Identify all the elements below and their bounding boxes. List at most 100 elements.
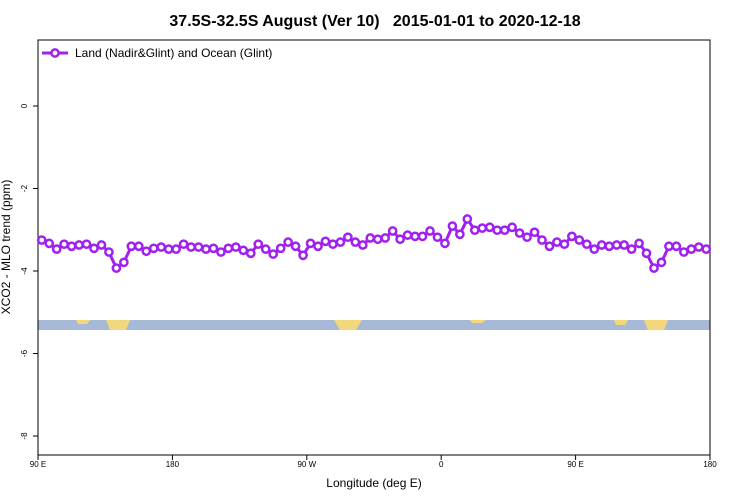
point: [626, 244, 637, 255]
point: [432, 232, 443, 243]
point: [395, 234, 405, 245]
point: [365, 233, 376, 243]
point: [66, 241, 77, 252]
point: [148, 243, 159, 254]
point: [611, 240, 622, 250]
point: [133, 241, 144, 252]
x-tick-label: 0: [439, 460, 444, 469]
point: [425, 226, 435, 236]
point: [141, 246, 152, 257]
point: [350, 237, 361, 247]
point: [298, 250, 308, 261]
y-tick-label: -4: [20, 267, 29, 275]
x-axis-label: Longitude (deg E): [326, 476, 421, 490]
legend-label: Land (Nadir&Glint) and Ocean (Glint): [75, 46, 272, 60]
point: [328, 239, 338, 250]
x-tick-label: 180: [166, 460, 180, 469]
point: [529, 227, 540, 238]
point: [619, 240, 629, 250]
land-ocean-strip: [38, 320, 710, 330]
point: [410, 231, 420, 242]
point: [163, 244, 174, 255]
point: [596, 240, 607, 250]
x-tick-label: 90 E: [567, 460, 583, 469]
point: [186, 242, 196, 252]
point: [462, 214, 473, 224]
point: [440, 238, 450, 249]
point: [305, 238, 316, 249]
point: [671, 241, 682, 252]
point: [447, 221, 458, 231]
point: [477, 223, 488, 233]
point: [268, 249, 279, 259]
point: [81, 239, 92, 250]
point: [96, 240, 107, 250]
point: [74, 240, 84, 250]
y-tick-label: -6: [20, 349, 29, 357]
point: [223, 243, 234, 254]
point: [402, 230, 413, 240]
point: [574, 235, 585, 245]
chart-title: 37.5S-32.5S August (Ver 10) 2015-01-01 t…: [169, 13, 580, 30]
point: [44, 238, 55, 249]
x-tick-label: 90 E: [30, 460, 46, 469]
point: [119, 257, 129, 268]
point: [238, 245, 249, 256]
point: [649, 263, 659, 273]
point: [559, 239, 570, 250]
point: [253, 239, 264, 250]
point: [604, 241, 615, 252]
point: [387, 226, 398, 236]
y-tick-label: -2: [20, 184, 29, 192]
point: [126, 241, 137, 252]
point: [193, 242, 204, 252]
point: [589, 244, 600, 255]
point: [231, 242, 241, 252]
point: [417, 231, 428, 242]
point: [492, 225, 503, 236]
point: [656, 257, 667, 268]
point: [89, 243, 99, 254]
point: [245, 248, 256, 259]
point: [634, 238, 644, 249]
y-tick-label: 0: [20, 103, 29, 108]
x-tick-label: 90 W: [297, 460, 316, 469]
point: [552, 237, 562, 247]
point: [544, 241, 555, 252]
point: [36, 235, 47, 245]
point: [201, 244, 211, 255]
point: [469, 225, 480, 236]
point: [51, 244, 62, 255]
x-tick-label: 180: [703, 460, 717, 469]
point: [171, 244, 181, 255]
point: [111, 263, 122, 273]
legend-marker: [50, 48, 60, 58]
point: [178, 239, 189, 250]
point: [522, 232, 532, 243]
point: [343, 232, 353, 243]
point: [507, 222, 517, 233]
point: [320, 236, 331, 247]
y-axis-label: XCO2 - MLO trend (ppm): [0, 180, 13, 315]
point: [275, 243, 286, 254]
point: [664, 241, 674, 252]
point: [693, 242, 704, 252]
point: [679, 247, 689, 257]
point: [581, 239, 592, 250]
point: [686, 244, 697, 255]
point: [484, 222, 495, 233]
point: [701, 244, 712, 255]
point: [455, 229, 465, 240]
point: [216, 247, 226, 257]
point: [641, 248, 652, 259]
point: [283, 237, 293, 247]
point: [372, 234, 383, 245]
point: [357, 240, 368, 250]
point: [104, 247, 114, 257]
y-tick-label: -8: [20, 432, 29, 440]
point: [59, 239, 69, 250]
point: [156, 242, 167, 252]
point: [567, 231, 577, 242]
point: [290, 241, 301, 252]
